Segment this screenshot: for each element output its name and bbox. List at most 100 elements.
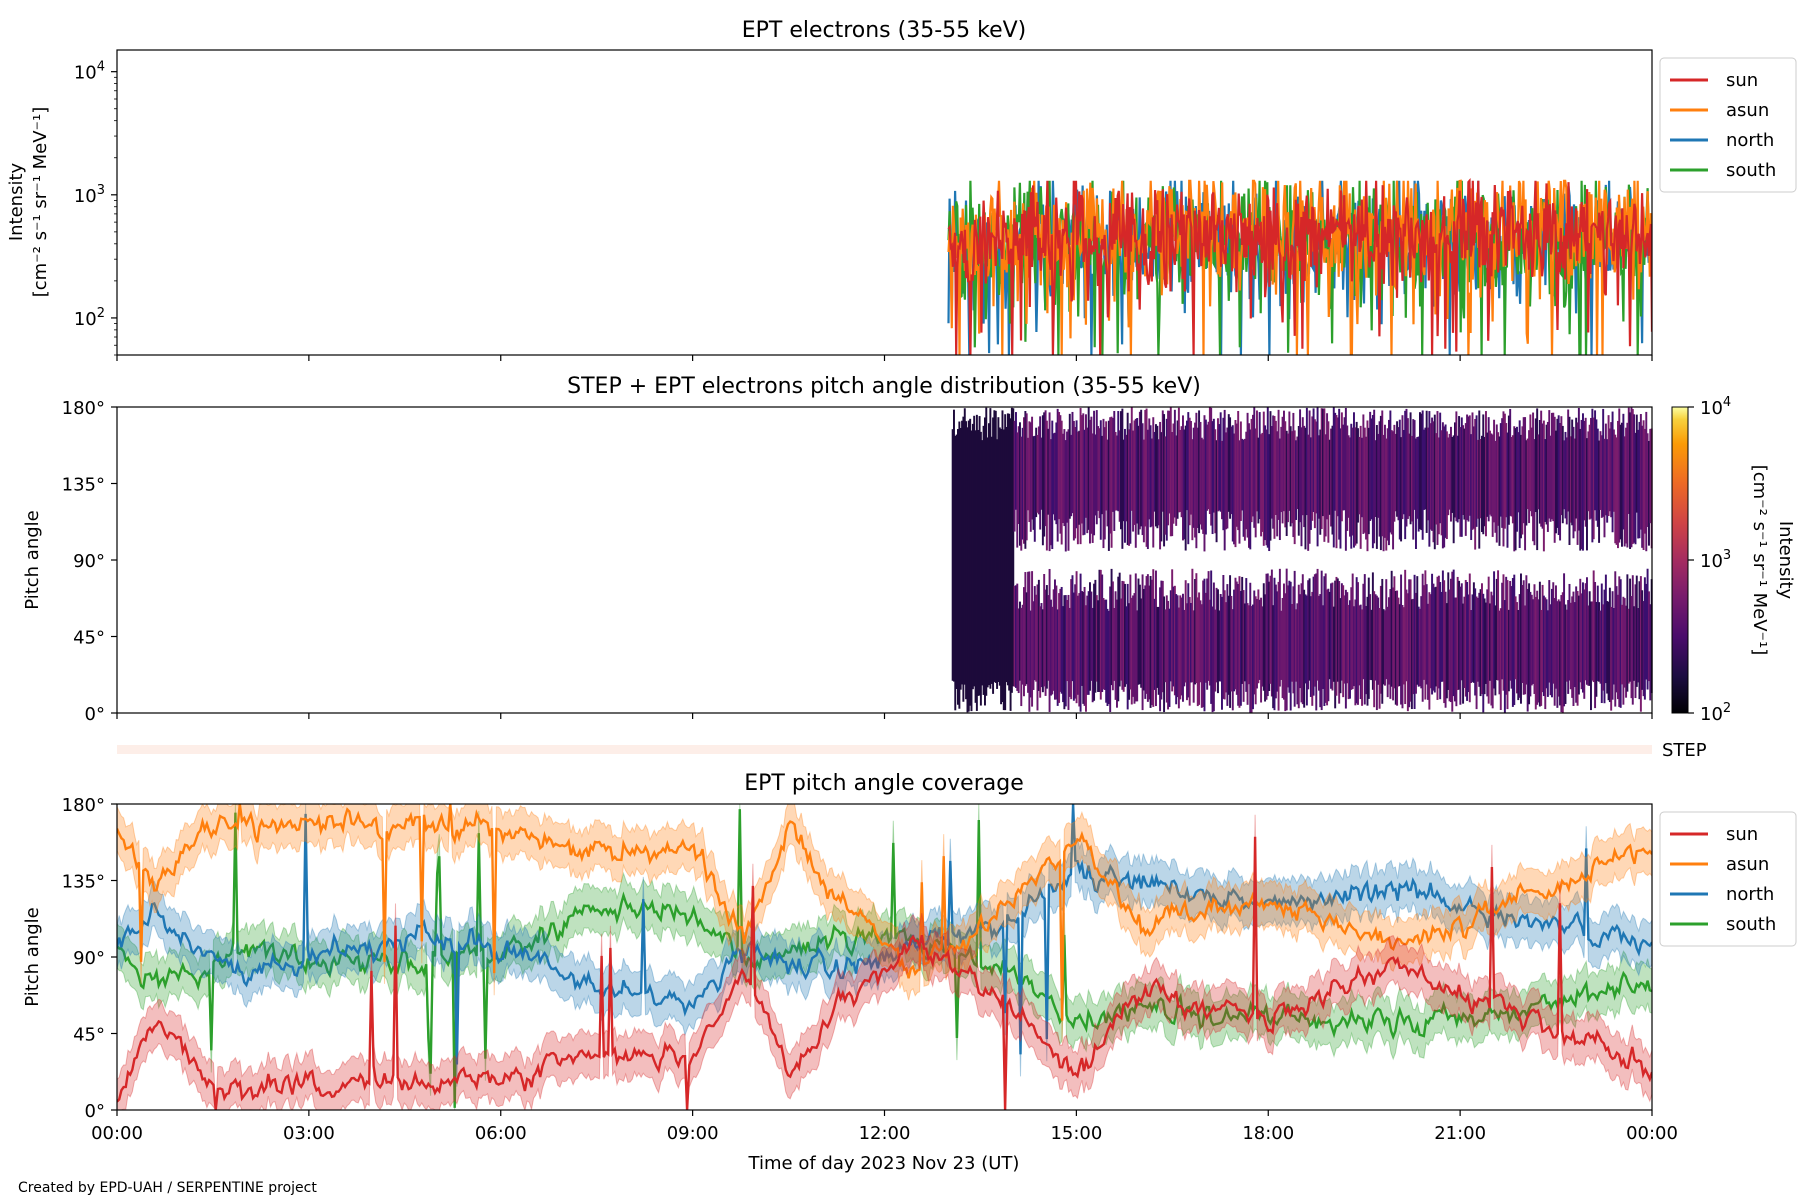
pad-heatmap-cell — [1295, 609, 1298, 682]
pad-heatmap-cell — [1381, 578, 1384, 704]
pad-heatmap-cell — [1058, 593, 1061, 703]
pad-heatmap-cell — [1576, 422, 1579, 545]
pad-heatmap-cell — [1401, 604, 1404, 709]
pad-heatmap-cell — [1144, 585, 1147, 699]
pad-heatmap-cell — [1363, 574, 1366, 705]
pad-heatmap-cell — [1487, 576, 1490, 704]
pad-panel: STEP + EPT electrons pitch angle distrib… — [22, 374, 1796, 725]
pad-heatmap-cell — [1433, 587, 1436, 693]
pad-heatmap-cell — [1614, 434, 1617, 544]
pad-heatmap-cell — [1157, 606, 1160, 695]
pad-heatmap-cell — [1489, 430, 1491, 515]
pad-heatmap-cell — [1054, 432, 1056, 521]
pad-heatmap-cell — [1047, 595, 1050, 681]
intensity-legend: sun asun north south — [1659, 57, 1797, 193]
pad-heatmap-cell — [1206, 578, 1209, 690]
pad-heatmap-cell — [1583, 420, 1586, 521]
pad-heatmap-cell — [1102, 418, 1105, 549]
pad-heatmap-cell — [1424, 570, 1427, 700]
pad-heatmap-cell — [1365, 605, 1368, 695]
pad-heatmap-cell — [1243, 438, 1246, 541]
pad-heatmap-cell — [1175, 435, 1178, 526]
pad-heatmap-cell — [1277, 581, 1280, 711]
pad-heatmap-cell — [1071, 411, 1074, 514]
pad-heatmap-cell — [1141, 574, 1144, 711]
pad-heatmap-cell — [1256, 410, 1258, 512]
colorbar-tick-label: 103 — [1700, 548, 1731, 572]
pad-heatmap-cell — [1622, 596, 1625, 705]
pad-heatmap-cell — [1120, 411, 1122, 530]
pad-heatmap-cell — [1146, 429, 1149, 550]
pad-heatmap-cell — [1435, 433, 1438, 525]
pad-heatmap-cell — [1490, 591, 1493, 706]
pad-heatmap-cell — [1194, 579, 1197, 685]
pad-y-tick-label: 135° — [62, 475, 105, 496]
pad-heatmap-cell — [1207, 421, 1210, 510]
pad-heatmap-cell — [1303, 425, 1306, 528]
pad-heatmap-cell — [1623, 598, 1626, 688]
pad-heatmap-cell — [1027, 571, 1030, 693]
pad-heatmap-cell — [1163, 596, 1166, 713]
pad-heatmap-cell — [1634, 584, 1637, 699]
pad-heatmap-cell — [1138, 584, 1141, 685]
pad-heatmap-cell — [971, 423, 974, 690]
pad-heatmap-cell — [1424, 427, 1427, 510]
pad-heatmap-cell — [1133, 593, 1136, 704]
pad-heatmap-cell — [1327, 588, 1330, 702]
pad-heatmap-cell — [1020, 607, 1023, 707]
pad-heatmap-cell — [1262, 583, 1265, 691]
pad-heatmap-cell — [1382, 609, 1385, 685]
pad-heatmap-cell — [1289, 581, 1292, 711]
pad-heatmap-cell — [1067, 429, 1070, 551]
pad-heatmap-cell — [1501, 582, 1504, 680]
pad-heatmap-cell — [1556, 418, 1559, 528]
pad-heatmap-cell — [984, 417, 986, 706]
pad-heatmap-cell — [1408, 579, 1411, 708]
pad-heatmap-cell — [1340, 412, 1343, 522]
pad-heatmap-cell — [988, 423, 990, 686]
pad-heatmap-cell — [1635, 414, 1638, 513]
colorbar-ticks: 102 103 104 — [1688, 395, 1731, 725]
pad-heatmap-cell — [1291, 604, 1294, 682]
pad-heatmap-cell — [1098, 569, 1101, 692]
pad-heatmap-cell — [1396, 590, 1399, 706]
pad-heatmap-cell — [1283, 583, 1285, 700]
pad-heatmap-cell — [1447, 572, 1450, 690]
pad-heatmap-cell — [1621, 422, 1623, 547]
coverage-legend-label-south: south — [1726, 914, 1776, 935]
pad-heatmap-cell — [1481, 435, 1483, 533]
pad-heatmap-cell — [1210, 407, 1213, 526]
pad-heatmap-cell — [996, 439, 999, 689]
colorbar-tick-label: 104 — [1700, 395, 1731, 419]
pad-heatmap-cell — [1222, 417, 1225, 531]
pad-heatmap-cell — [1315, 573, 1318, 711]
pad-heatmap-cell — [1161, 410, 1164, 512]
pad-heatmap-cell — [1598, 602, 1601, 682]
pad-heatmap-cell — [1176, 595, 1179, 698]
pad-heatmap-cell — [1604, 574, 1607, 684]
pad-heatmap-cell — [1334, 580, 1337, 709]
pad-heatmap-cell — [1292, 412, 1295, 538]
pad-heatmap-cell — [993, 410, 996, 682]
pad-heatmap-cell — [1117, 411, 1120, 512]
pad-heatmap-cell — [1459, 427, 1462, 537]
pad-heatmap-cell — [1172, 423, 1175, 524]
pad-heatmap-cell — [1586, 577, 1588, 685]
pad-heatmap-cell — [1429, 423, 1432, 530]
pad-heatmap-cell — [998, 427, 1001, 686]
pad-heatmap-cell — [974, 430, 977, 703]
pad-ylabel: Pitch angle — [22, 510, 43, 609]
pad-heatmap-cell — [1528, 583, 1531, 705]
pad-heatmap-cell — [1448, 433, 1451, 510]
pad-heatmap-cell — [1369, 411, 1372, 521]
pad-heatmap-cell — [1437, 437, 1440, 535]
pad-heatmap-cell — [1133, 420, 1136, 525]
pad-heatmap-cell — [1393, 424, 1396, 522]
pad-heatmap-cell — [1312, 408, 1315, 512]
pad-heatmap-cell — [1106, 608, 1109, 706]
pad-heatmap-cell — [1487, 417, 1490, 522]
pad-heatmap-cell — [1377, 433, 1380, 518]
pad-heatmap-cell — [1590, 417, 1592, 519]
pad-heatmap-cell — [1179, 595, 1182, 700]
pad-heatmap-cell — [1569, 436, 1572, 523]
